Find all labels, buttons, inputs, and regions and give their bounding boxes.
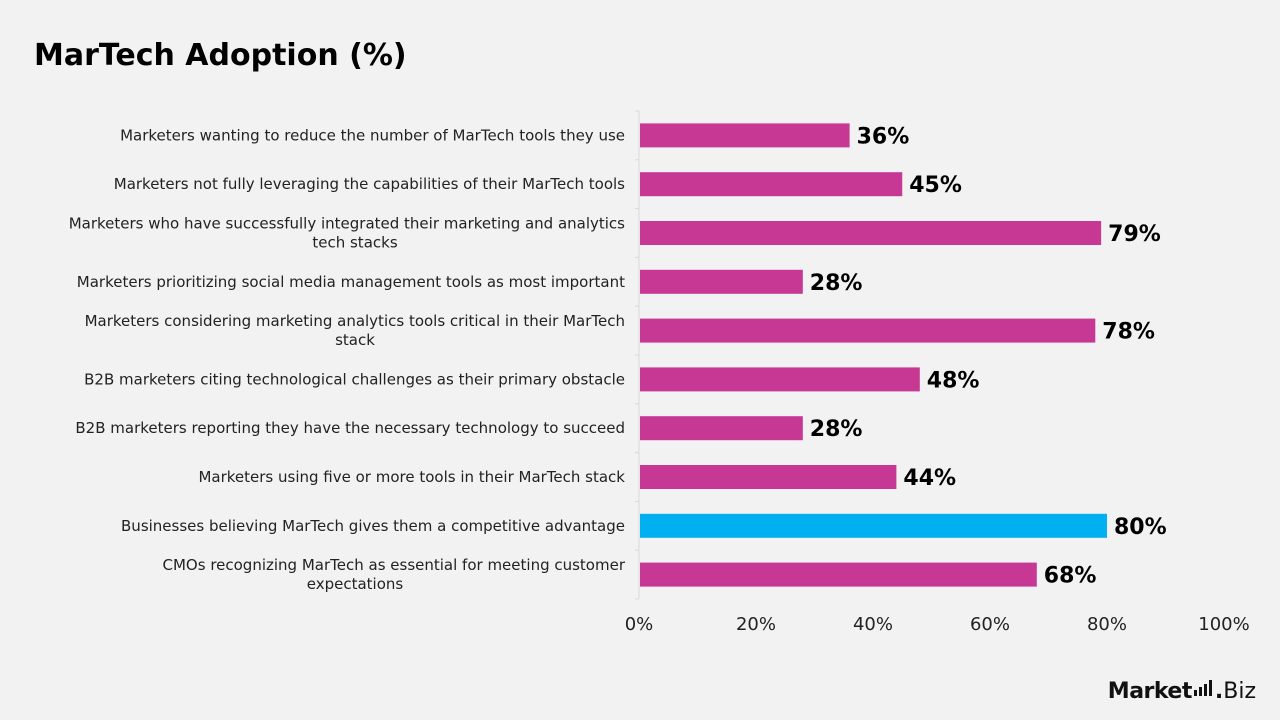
bar <box>640 465 897 489</box>
category-label: Businesses believing MarTech gives them … <box>121 517 625 535</box>
category-label: Marketers wanting to reduce the number o… <box>120 126 625 144</box>
category-label: Marketers who have successfully integrat… <box>69 215 625 233</box>
logo-dot: . <box>1214 679 1224 704</box>
category-label: expectations <box>307 575 404 593</box>
data-label: 80% <box>1114 515 1167 540</box>
category-label: CMOs recognizing MarTech as essential fo… <box>163 556 626 574</box>
data-label: 36% <box>857 124 910 149</box>
data-label: 68% <box>1044 564 1097 589</box>
logo-word: Market <box>1107 679 1193 704</box>
bar <box>640 367 920 392</box>
data-label: 28% <box>810 417 863 442</box>
data-label: 48% <box>927 368 980 393</box>
x-tick-label: 0% <box>625 614 654 635</box>
logo-suffix: Biz <box>1223 679 1256 704</box>
category-label: Marketers considering marketing analytic… <box>85 312 625 330</box>
x-tick-label: 20% <box>736 614 776 635</box>
data-label: 79% <box>1108 222 1161 247</box>
bar <box>640 221 1102 245</box>
data-label: 28% <box>810 271 863 296</box>
bar <box>640 269 803 294</box>
category-label: B2B marketers reporting they have the ne… <box>75 419 625 437</box>
category-label: B2B marketers citing technological chall… <box>84 370 625 388</box>
category-label: Marketers not fully leveraging the capab… <box>114 175 625 193</box>
bar <box>640 416 803 441</box>
x-tick-label: 80% <box>1087 614 1127 635</box>
marketbiz-logo: Market . Biz <box>1108 679 1256 704</box>
x-tick-label: 100% <box>1198 614 1249 635</box>
category-label: tech stacks <box>312 234 397 252</box>
category-label: stack <box>335 331 375 349</box>
bar <box>640 123 850 148</box>
data-label: 78% <box>1102 320 1155 345</box>
bar <box>640 513 1107 538</box>
category-label: Marketers prioritizing social media mana… <box>77 273 625 291</box>
bar <box>640 318 1096 343</box>
data-label: 44% <box>903 466 956 491</box>
logo-bars-icon <box>1193 680 1214 696</box>
category-label: Marketers using five or more tools in th… <box>198 468 625 486</box>
x-tick-label: 40% <box>853 614 893 635</box>
bar <box>640 562 1037 587</box>
chart-title: MarTech Adoption (%) <box>34 38 407 73</box>
data-label: 45% <box>909 173 962 198</box>
x-tick-label: 60% <box>970 614 1010 635</box>
bar <box>640 172 903 197</box>
